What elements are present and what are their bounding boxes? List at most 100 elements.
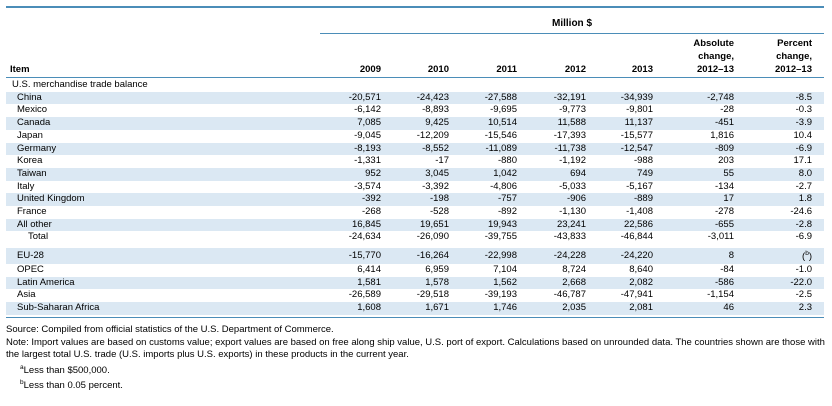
cell-value: -47,941 <box>620 289 653 301</box>
cell-value: 1,581 <box>320 276 381 290</box>
cell-value: -528 <box>429 206 449 218</box>
cell-value: -22.0 <box>734 276 812 290</box>
source-note: Source: Compiled from official statistic… <box>6 324 334 335</box>
cell-value: -906 <box>517 193 586 207</box>
unit-rule <box>320 33 824 34</box>
cell-value: 6,414 <box>357 264 381 275</box>
table-notes: Source: Compiled from official statistic… <box>6 324 832 393</box>
year-header-2010: 2010 <box>427 64 449 75</box>
row-label: Taiwan <box>6 167 320 181</box>
cell-value: -39,193 <box>484 289 517 301</box>
cell-value: -889 <box>586 193 653 207</box>
top-rule <box>6 6 824 8</box>
cell-value: -892 <box>497 206 517 218</box>
cell-value: -2.7 <box>795 180 812 192</box>
footnote-b: bLess than 0.05 percent. <box>20 379 123 392</box>
row-label: Canada <box>6 117 320 130</box>
cell-value: -6,142 <box>354 104 381 116</box>
cell-value: -9,695 <box>490 104 517 116</box>
cell-value: -757 <box>449 193 517 207</box>
cell-value: 10.4 <box>793 129 813 141</box>
cell-value: -3,574 <box>354 180 381 192</box>
cell-value: -3,011 <box>707 231 734 243</box>
group-row: Latin America 1,581 1,578 1,562 2,668 2,082 -5… <box>6 276 825 290</box>
cell-value: -6.9 <box>734 142 812 156</box>
table-row: Germany -8,193 -8,552 -11,089 -11,738 -12,547… <box>6 142 825 156</box>
cell-value: -880 <box>497 155 517 167</box>
cell-value: 2,035 <box>517 302 586 315</box>
cell-value: -8,893 <box>422 104 449 116</box>
row-label: Germany <box>6 142 320 156</box>
cell-value: 8 <box>653 248 734 264</box>
abs-change-line1: Absolute <box>693 38 734 49</box>
cell-value: 3,045 <box>381 167 449 181</box>
cell-value: -9,045 <box>354 129 381 141</box>
item-header: Item <box>10 64 30 75</box>
pct-change-line2: change, <box>776 51 812 62</box>
row-label: United Kingdom <box>6 193 320 207</box>
cell-value: -11,738 <box>517 142 586 156</box>
cell-value: -9,773 <box>559 104 586 116</box>
cell-value: 1,671 <box>381 302 449 315</box>
cell-value: -24,423 <box>381 91 449 105</box>
pct-change-line3: 2012–13 <box>775 64 812 75</box>
cell-value: -32,191 <box>517 91 586 105</box>
cell-value: 8,724 <box>562 264 586 275</box>
cell-value: -1,130 <box>559 206 586 218</box>
table-row: Taiwan 952 3,045 1,042 694 749 55 8.0 <box>6 167 825 181</box>
row-label: Italy <box>17 180 35 192</box>
cell-value: 2,081 <box>586 302 653 315</box>
data-table: U.S. merchandise trade balance China -20,5… <box>6 79 825 315</box>
cell-value: -24,220 <box>586 248 653 264</box>
cell-value: -3,392 <box>422 180 449 192</box>
cell-value: 1,562 <box>449 276 517 290</box>
table-row: Canada 7,085 9,425 10,514 11,588 11,137 -451 -3… <box>6 117 825 130</box>
cell-value: -1,331 <box>354 155 381 167</box>
cell-value: -46,844 <box>620 231 653 243</box>
cell-value: 1,816 <box>710 129 734 141</box>
cell-value: -15,546 <box>484 129 517 141</box>
year-header-2012: 2012 <box>564 64 586 75</box>
abs-change-line3: 2012–13 <box>697 64 734 75</box>
cell-value: -392 <box>320 193 381 207</box>
row-label: Sub-Saharan Africa <box>6 302 320 315</box>
cell-value: -8,552 <box>381 142 449 156</box>
year-header-2013: 2013 <box>631 64 653 75</box>
cell-value: -34,939 <box>586 91 653 105</box>
row-label: EU-28 <box>6 248 320 264</box>
table-row: Japan -9,045 -12,209 -15,546 -17,393 -15,577 1… <box>6 130 824 143</box>
cell-value: 9,425 <box>381 117 449 130</box>
cell-value: 11,137 <box>586 117 653 130</box>
cell-value: 1.8 <box>734 193 812 207</box>
cell-value: -5,033 <box>559 180 586 192</box>
cell-value: -3.9 <box>734 117 812 130</box>
cell-value: -809 <box>653 142 734 156</box>
table-row: Mexico -6,142 -8,893 -9,695 -9,773 -9,801 -28 -… <box>6 104 824 117</box>
cell-value: -12,209 <box>416 129 449 141</box>
group-row: EU-28 -15,770 -16,264 -22,998 -24,228 -24,220… <box>6 248 825 264</box>
cell-value: -46,787 <box>553 289 586 301</box>
footnote-a: aLess than $500,000. <box>20 363 110 376</box>
cell-value: -198 <box>381 193 449 207</box>
row-label: Mexico <box>17 104 48 116</box>
pct-change-line1: Percent <box>777 38 812 49</box>
cell-value: 23,241 <box>517 218 586 232</box>
cell-value: 2.3 <box>734 302 812 315</box>
cell-value: -586 <box>653 276 734 290</box>
cell-value: 19,651 <box>381 218 449 232</box>
cell-value: 952 <box>320 167 381 181</box>
row-label: China <box>6 91 320 105</box>
cell-value: -28 <box>720 104 734 116</box>
cell-value: -15,577 <box>620 129 653 141</box>
cell-value: 1,578 <box>381 276 449 290</box>
row-label: Latin America <box>6 276 320 290</box>
cell-value: -8,193 <box>320 142 381 156</box>
row-label: Korea <box>17 155 43 167</box>
cell-value: -26,090 <box>416 231 449 243</box>
cell-value: 8,640 <box>629 264 653 275</box>
abs-change-line2: change, <box>698 51 734 62</box>
group-row: Sub-Saharan Africa 1,608 1,671 1,746 2,035 2,… <box>6 302 825 315</box>
cell-value: -451 <box>653 117 734 130</box>
row-label: Asia <box>17 289 36 301</box>
cell-value: 17 <box>653 193 734 207</box>
